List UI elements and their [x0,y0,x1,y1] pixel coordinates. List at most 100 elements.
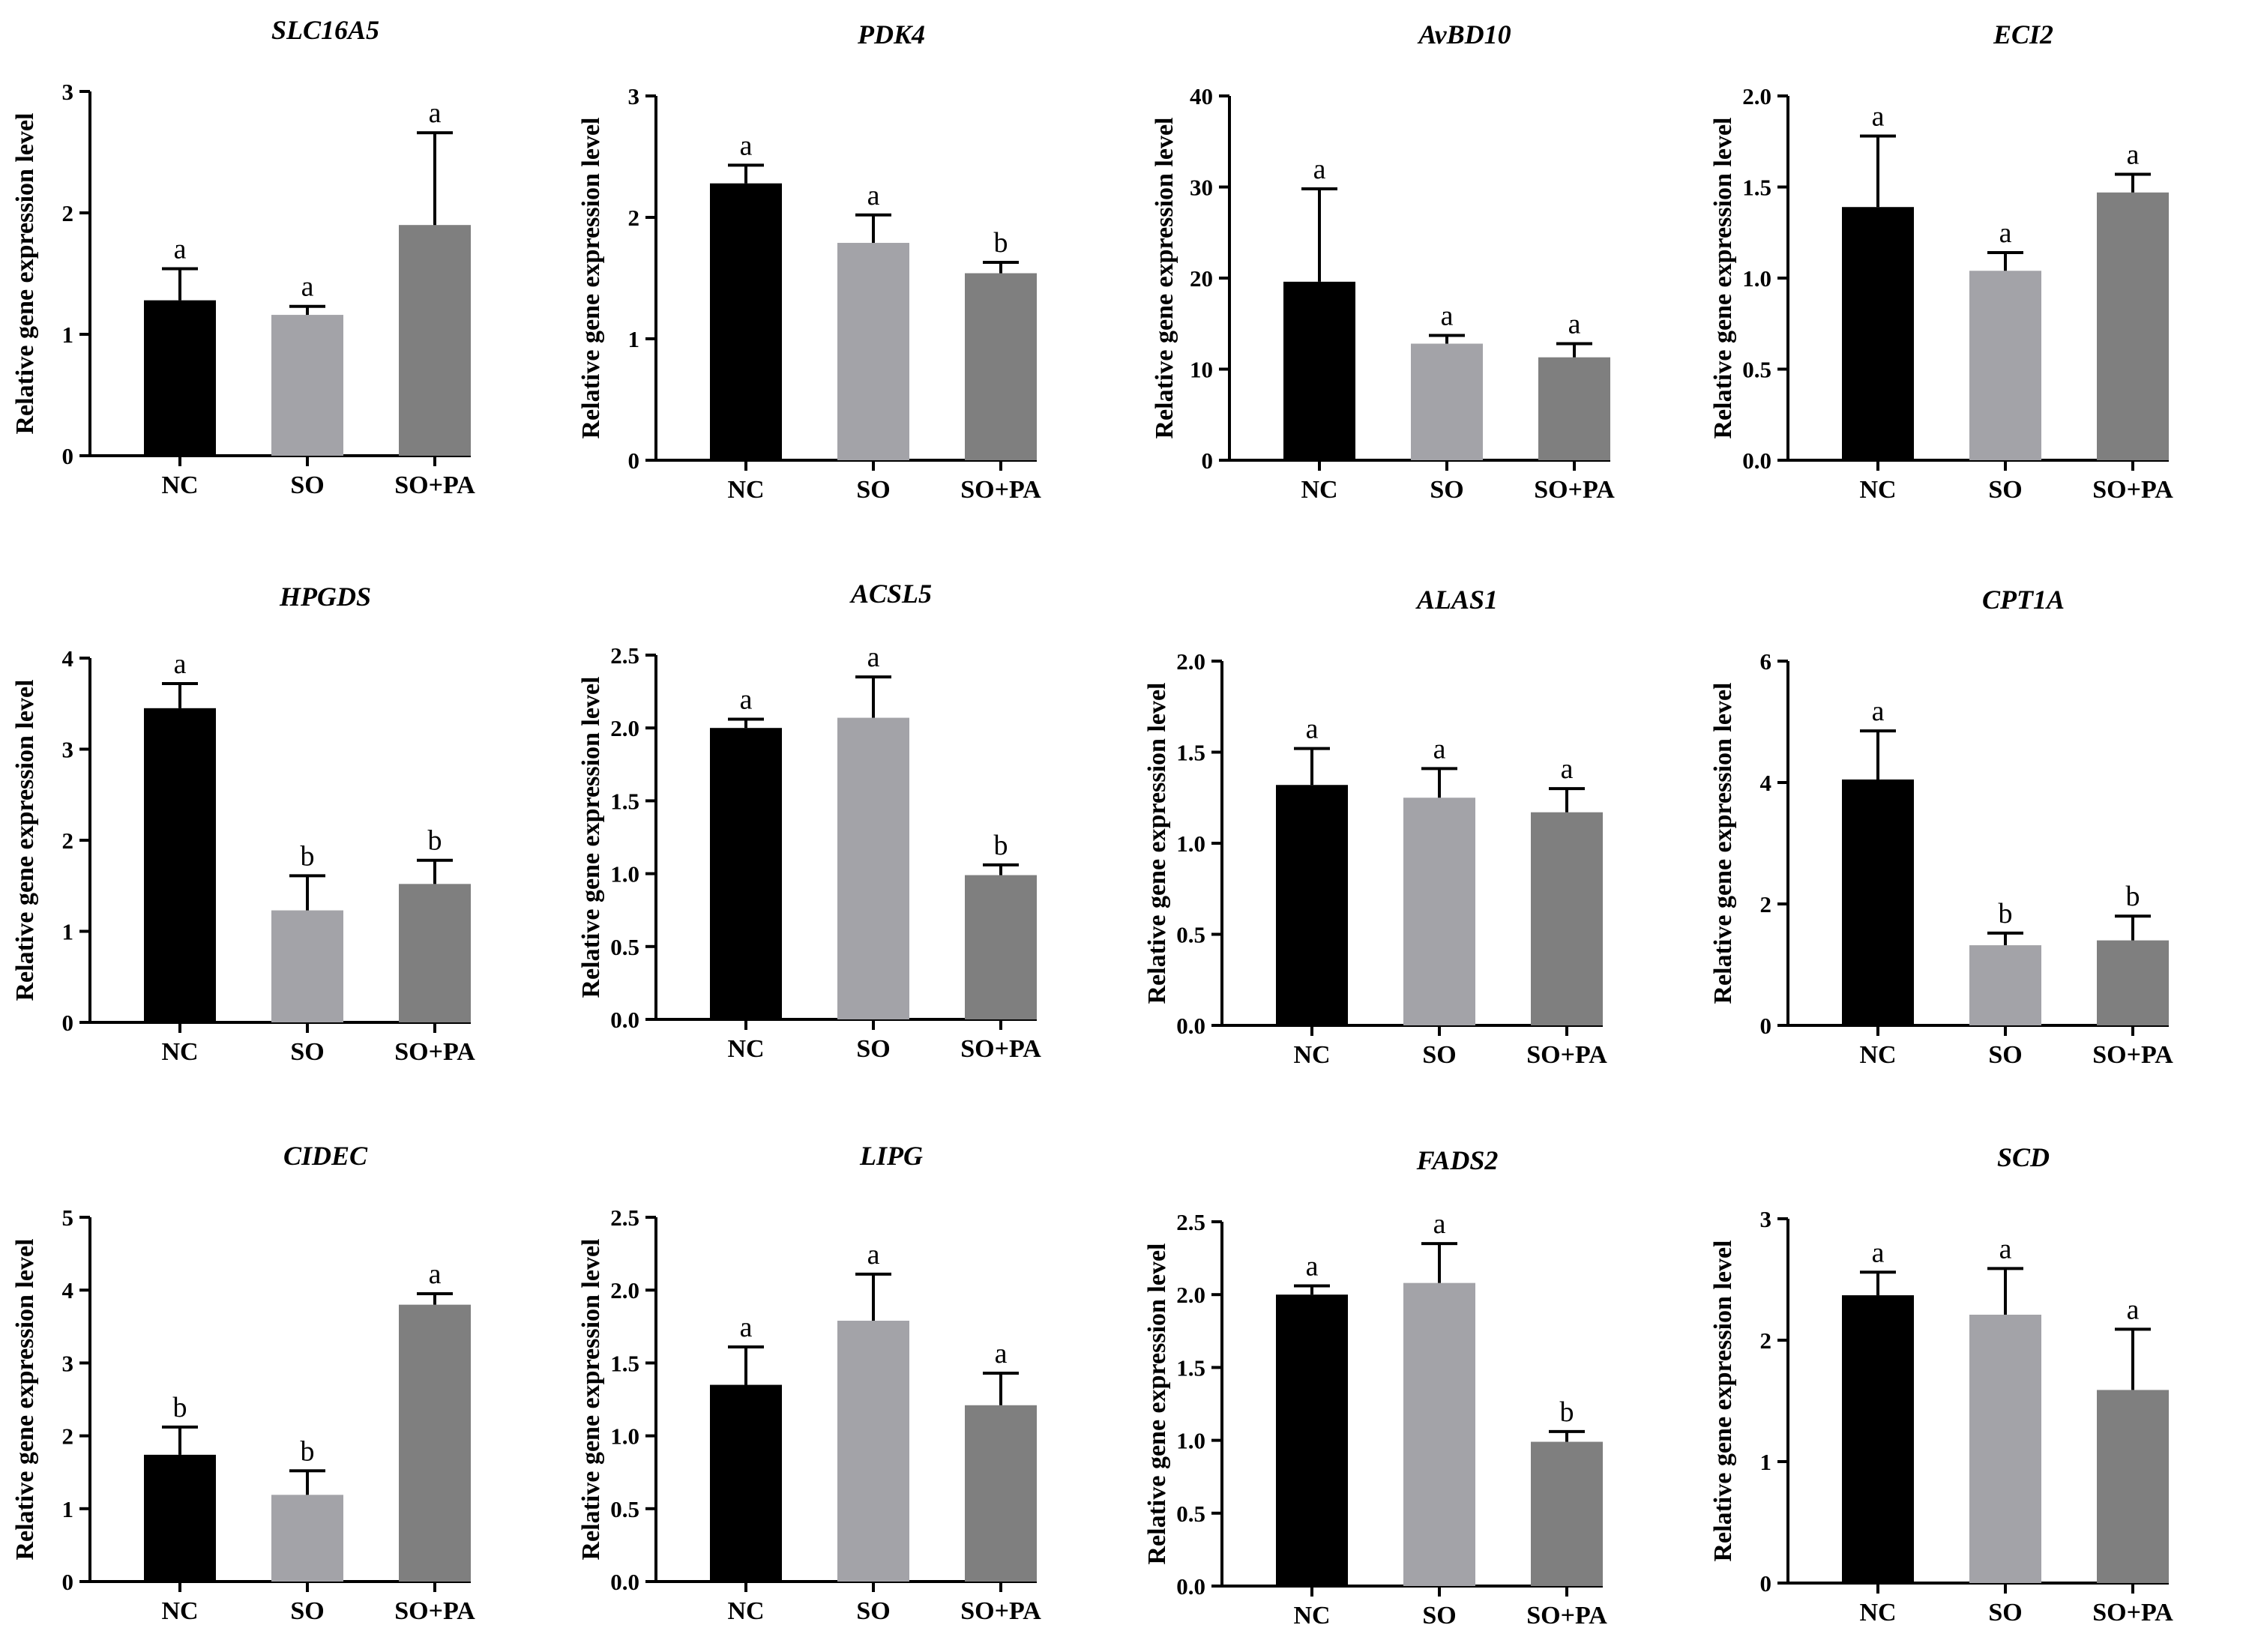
chart-panel-hpgds: HPGDS Relative gene expression level 0 1 2 3 4… [11,582,475,1066]
x-tick-label: NC [161,1597,198,1625]
y-tick-label: 1 [62,919,74,945]
y-tick-label: 1 [62,1496,74,1522]
y-tick-label: 5 [62,1205,74,1231]
x-tick-label: NC [1293,1602,1330,1630]
y-axis-label: Relative gene expression level [1709,682,1737,1004]
x-tick-label: SO+PA [960,476,1041,504]
y-tick-label: 1.0 [1176,1428,1205,1454]
chart-title: ACSL5 [849,579,932,609]
significance-letter: a [429,97,442,129]
significance-letter: a [995,1338,1008,1369]
significance-letter: a [740,130,753,161]
x-tick-label: SO+PA [2092,476,2173,504]
x-tick-label: SO+PA [1534,476,1615,504]
bar-nc [1842,207,1914,460]
significance-letter: a [1433,1208,1446,1240]
significance-letter: b [428,825,442,857]
bar-so [271,315,343,456]
x-tick-label: SO+PA [1526,1041,1607,1069]
bar-so-pa [965,273,1037,460]
x-tick-label: SO [856,476,890,504]
x-tick-label: SO+PA [960,1035,1041,1063]
significance-letter: b [173,1392,187,1423]
bar-so [1403,798,1475,1025]
y-tick-label: 1.5 [1742,175,1771,201]
significance-letter: b [301,1435,315,1467]
y-tick-label: 1 [1760,1449,1772,1475]
bar-so [837,243,909,460]
significance-letter: a [867,180,880,211]
x-tick-label: SO [856,1035,890,1063]
significance-letter: a [1872,696,1885,727]
significance-letter: a [174,234,187,265]
chart-title: FADS2 [1416,1145,1499,1175]
y-axis-label: Relative gene expression level [577,1238,605,1560]
y-tick-label: 3 [62,1350,74,1376]
chart-panel-pdk4: PDK4 Relative gene expression level 0 1 2 3 a N… [577,19,1041,504]
significance-letter: b [1999,898,2013,929]
bar-so [1403,1282,1475,1586]
significance-letter: a [1568,308,1581,340]
chart-panel-cpt1a: CPT1A Relative gene expression level 0 2 4 6 a… [1709,585,2173,1069]
y-tick-label: 0.5 [610,1496,639,1522]
y-axis-label: Relative gene expression level [1143,682,1171,1004]
x-tick-label: NC [727,1597,764,1625]
significance-letter: b [1560,1396,1574,1428]
y-axis-label: Relative gene expression level [11,1238,39,1560]
y-tick-label: 2 [628,205,640,231]
y-tick-label: 1.5 [1176,1354,1205,1381]
chart-title: SCD [1997,1142,2050,1172]
y-tick-label: 0.0 [1176,1573,1205,1600]
y-tick-label: 1 [628,326,640,352]
significance-letter: b [301,840,315,872]
y-tick-label: 0 [1202,447,1214,474]
y-tick-label: 0 [1760,1013,1772,1039]
significance-letter: a [1433,733,1446,765]
bar-so-pa [1531,812,1603,1025]
significance-letter: a [1306,1251,1319,1282]
significance-letter: a [1872,1237,1885,1268]
y-tick-label: 0.0 [610,1569,639,1595]
x-tick-label: SO+PA [394,471,475,499]
significance-letter: a [740,1312,753,1343]
y-tick-label: 1.0 [610,1423,639,1450]
x-tick-label: NC [1301,476,1337,504]
significance-letter: a [1999,1233,2012,1264]
y-tick-label: 3 [62,737,74,763]
x-tick-label: NC [727,1035,764,1063]
bar-nc [710,183,782,460]
y-tick-label: 2 [1760,891,1772,917]
x-tick-label: SO [856,1597,890,1625]
x-tick-label: NC [161,471,198,499]
significance-letter: b [994,227,1008,259]
chart-title: CPT1A [1982,585,2065,615]
bar-nc [144,1454,216,1582]
x-tick-label: SO+PA [2092,1599,2173,1627]
y-tick-label: 2.0 [610,1277,639,1303]
bar-so [837,717,909,1019]
y-tick-label: 40 [1190,83,1213,109]
significance-letter: a [1313,154,1326,185]
significance-letter: a [2127,1294,2140,1325]
y-tick-label: 2.5 [610,1205,639,1231]
y-axis-label: Relative gene expression level [1143,1243,1171,1564]
y-tick-label: 20 [1190,265,1213,292]
y-axis-label: Relative gene expression level [1709,117,1737,438]
x-tick-label: SO [290,1597,324,1625]
y-tick-label: 0.5 [1742,357,1771,383]
chart-title: LIPG [859,1141,923,1171]
bar-nc [144,300,216,456]
significance-letter: a [429,1258,442,1290]
y-tick-label: 0.5 [1176,922,1205,948]
y-tick-label: 30 [1190,175,1213,201]
significance-letter: a [1561,753,1574,785]
bar-nc [710,728,782,1019]
y-tick-label: 4 [62,1277,74,1303]
chart-panel-slc16a5: SLC16A5 Relative gene expression level 0 1 2… [11,15,475,499]
chart-title: AvBD10 [1417,19,1511,49]
y-tick-label: 4 [1760,770,1772,796]
